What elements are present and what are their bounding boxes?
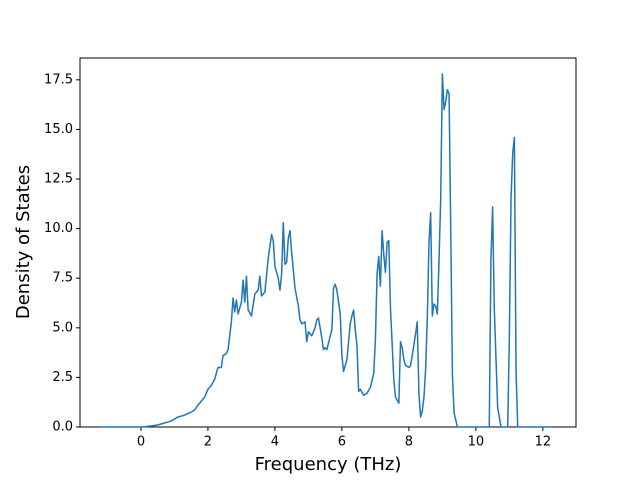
y-tick-label: 0.0	[52, 420, 73, 435]
x-tick-label: 4	[271, 435, 279, 450]
y-tick-label: 5.0	[52, 320, 73, 335]
x-tick-label: 10	[468, 435, 485, 450]
y-tick-label: 2.5	[52, 370, 73, 385]
x-tick-label: 0	[137, 435, 145, 450]
plot-frame	[79, 57, 577, 428]
y-tick-label: 12.5	[44, 172, 73, 187]
x-tick-label: 12	[535, 435, 552, 450]
y-axis-label: Density of States	[13, 165, 34, 319]
y-tick-label: 7.5	[52, 271, 73, 286]
y-tick-label: 10.0	[44, 221, 73, 236]
x-axis-label: Frequency (THz)	[255, 454, 402, 475]
x-tick-label: 8	[405, 435, 413, 450]
y-tick-label: 17.5	[44, 72, 73, 87]
x-tick-label: 6	[338, 435, 346, 450]
y-tick-label: 15.0	[44, 122, 73, 137]
x-tick-label: 2	[204, 435, 212, 450]
dos-line	[100, 73, 553, 428]
